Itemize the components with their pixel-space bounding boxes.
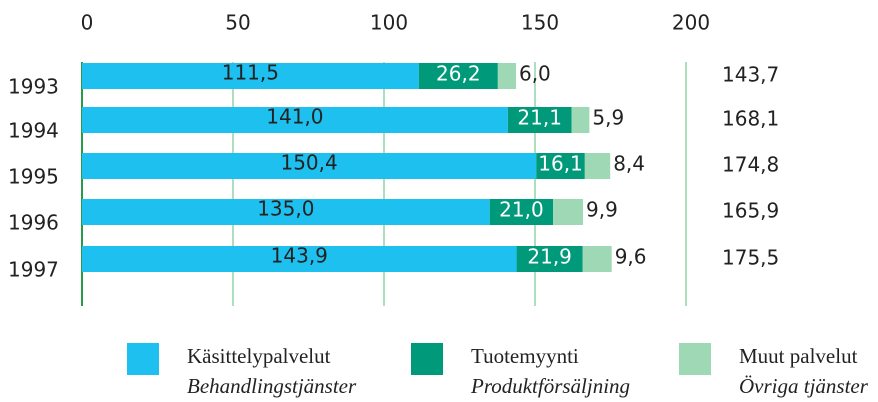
y-tick-label: 1996: [8, 211, 59, 235]
legend-sublabel: Produktförsäljning: [470, 374, 630, 398]
x-tick-label: 200: [672, 11, 710, 35]
bar-segment: [584, 153, 611, 179]
bar-segment: [553, 199, 584, 225]
total-label: 143,7: [722, 63, 779, 87]
y-tick-label: 1993: [8, 75, 59, 99]
value-label: 9,6: [615, 245, 647, 269]
legend-swatch: [127, 343, 159, 375]
legend-sublabel: Behandlingstjänster: [187, 374, 357, 398]
bar-segment: [418, 63, 498, 89]
total-label: 174,8: [722, 153, 779, 177]
x-tick-label: 150: [521, 11, 559, 35]
value-label: 5,9: [592, 106, 624, 130]
legend-label: Käsittelypalvelut: [187, 344, 331, 368]
total-label: 175,5: [722, 246, 779, 270]
legend-label: Muut palvelut: [739, 344, 858, 368]
y-tick-label: 1997: [8, 258, 59, 282]
value-label: 143,9: [271, 244, 328, 268]
x-tick-label: 0: [81, 11, 94, 35]
x-tick-label: 50: [225, 11, 250, 35]
value-label: 21,9: [527, 245, 572, 269]
bar-segment: [507, 107, 572, 133]
legend-label: Tuotemyynti: [471, 344, 579, 368]
bar-segment: [82, 107, 508, 133]
legend-sublabel: Övriga tjänster: [739, 374, 869, 398]
bar-segment: [82, 199, 490, 225]
value-label: 6,0: [519, 62, 551, 86]
bar-segment: [497, 63, 516, 89]
value-label: 9,9: [586, 198, 618, 222]
value-label: 111,5: [222, 61, 279, 85]
value-label: 21,0: [499, 198, 544, 222]
value-label: 26,2: [436, 62, 481, 86]
total-label: 168,1: [722, 107, 779, 131]
bar-segment: [82, 63, 419, 89]
y-tick-label: 1995: [8, 165, 59, 189]
y-tick-label: 1994: [8, 119, 59, 143]
bar-segment: [82, 153, 537, 179]
value-label: 21,1: [517, 106, 562, 130]
legend-swatch: [411, 343, 443, 375]
value-label: 8,4: [613, 152, 645, 176]
value-label: 135,0: [257, 197, 314, 221]
value-label: 150,4: [280, 151, 337, 175]
bar-segment: [82, 246, 517, 272]
value-label: 16,1: [538, 152, 583, 176]
bar-segment: [516, 246, 583, 272]
legend-swatch: [679, 343, 711, 375]
bar-segment: [571, 107, 590, 133]
x-tick-label: 100: [370, 11, 408, 35]
bar-segment: [582, 246, 612, 272]
value-label: 141,0: [266, 105, 323, 129]
bar-segment: [489, 199, 554, 225]
bar-segment: [536, 153, 585, 179]
total-label: 165,9: [722, 199, 779, 223]
